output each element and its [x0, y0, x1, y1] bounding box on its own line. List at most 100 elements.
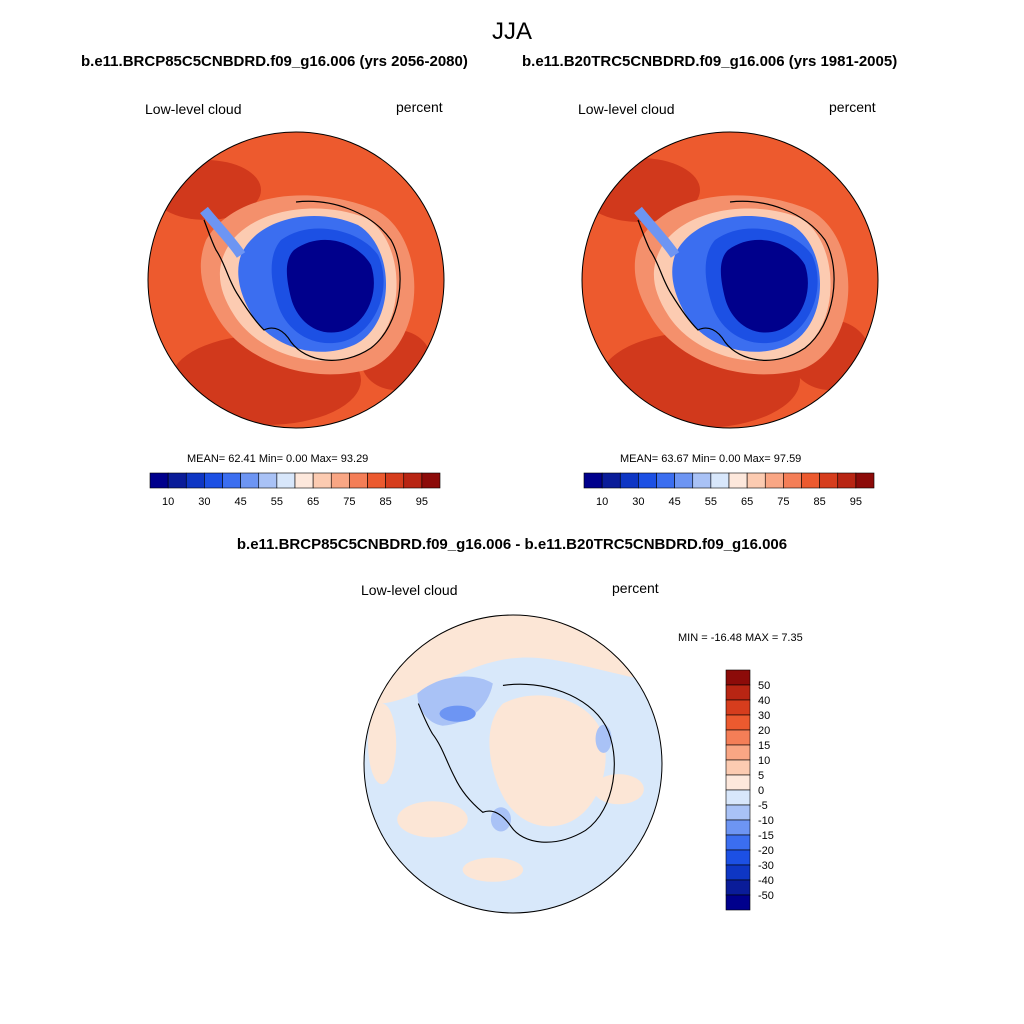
colorbar-swatch	[403, 472, 423, 489]
antarctica-plateau	[286, 239, 374, 333]
colorbar-tick-label: 55	[271, 496, 283, 508]
colorbar-swatch	[276, 472, 296, 489]
panel-2-title: b.e11.B20TRC5CNBDRD.f09_g16.006 (yrs 198…	[522, 53, 898, 70]
colorbar-tick-label: 85	[814, 496, 826, 508]
positive-anomaly	[364, 615, 662, 714]
colorbar-swatch	[725, 729, 751, 746]
coastline	[203, 200, 401, 361]
colorbar-tick-label: 30	[198, 496, 210, 508]
colorbar-swatch	[819, 472, 839, 489]
colorbar-tick-label: 50	[758, 680, 770, 692]
colorbar-swatch	[725, 819, 751, 836]
antarctic-peninsula	[200, 206, 246, 258]
negative-anomaly	[595, 724, 612, 753]
colorbar-tick-label: 20	[758, 725, 770, 737]
difference-units-label: percent	[612, 580, 659, 596]
colorbar-tick-label: 45	[235, 496, 247, 508]
panel-2-map	[581, 131, 879, 429]
colorbar-swatch	[725, 714, 751, 731]
colorbar-tick-label: 85	[380, 496, 392, 508]
colorbar-swatch	[725, 894, 751, 911]
panel-1-variable-label: Low-level cloud	[145, 101, 242, 117]
panel-1-units-label: percent	[396, 99, 443, 115]
colorbar-swatch	[783, 472, 802, 489]
colorbar-swatch	[674, 472, 694, 489]
colorbar-swatch	[710, 472, 730, 489]
colorbar-tick-label: 75	[343, 496, 355, 508]
colorbar-swatch	[312, 472, 332, 489]
panel-1-title: b.e11.BRCP85C5CNBDRD.f09_g16.006 (yrs 20…	[81, 53, 468, 70]
colorbar-tick-label: 15	[758, 740, 770, 752]
colorbar-swatch	[725, 849, 751, 866]
colorbar-swatch	[294, 472, 314, 489]
colorbar-tick-label: 30	[632, 496, 644, 508]
colorbar-swatch	[619, 472, 639, 489]
positive-anomaly	[368, 703, 397, 785]
colorbar-tick-label: 45	[669, 496, 681, 508]
panel-1-stats: MEAN= 62.41 Min= 0.00 Max= 93.29	[187, 453, 369, 465]
colorbar-swatch	[746, 472, 766, 489]
colorbar-swatch	[367, 472, 386, 489]
colorbar-swatch	[764, 472, 784, 489]
positive-anomaly	[462, 857, 524, 882]
panel-2-variable-label: Low-level cloud	[578, 101, 675, 117]
colorbar-tick-label: 95	[416, 496, 428, 508]
positive-anomaly	[489, 695, 606, 827]
colorbar-swatch	[601, 472, 621, 489]
positive-anomaly	[593, 774, 644, 805]
colorbar-swatch	[638, 472, 657, 489]
colorbar-swatch	[725, 699, 751, 716]
colorbar-tick-label: 55	[705, 496, 717, 508]
negative-anomaly	[490, 807, 511, 832]
colorbar-tick-label: -5	[758, 800, 768, 812]
colorbar-swatch	[258, 472, 278, 489]
colorbar-swatch	[656, 472, 675, 489]
positive-anomaly	[397, 801, 468, 838]
colorbar-swatch	[222, 472, 241, 489]
colorbar-tick-label: 5	[758, 770, 764, 782]
colorbar-tick-label: -40	[758, 875, 774, 887]
colorbar-swatch	[801, 472, 820, 489]
colorbar-swatch	[692, 472, 712, 489]
antarctic-peninsula	[634, 206, 680, 258]
colorbar-tick-label: -50	[758, 890, 774, 902]
colorbar-swatch	[837, 472, 857, 489]
colorbar-tick-label: 30	[758, 710, 770, 722]
colorbar-tick-label: -30	[758, 860, 774, 872]
colorbar-swatch	[385, 472, 405, 489]
negative-anomaly	[439, 705, 476, 722]
colorbar-swatch	[421, 472, 441, 489]
colorbar-swatch	[725, 789, 751, 806]
colorbar-swatch	[240, 472, 260, 489]
difference-variable-label: Low-level cloud	[361, 582, 458, 598]
colorbar-tick-label: 75	[777, 496, 789, 508]
colorbar-swatch	[204, 472, 223, 489]
colorbar-swatch	[728, 472, 748, 489]
colorbar-swatch	[725, 879, 751, 896]
colorbar-tick-label: 0	[758, 785, 764, 797]
antarctica-plateau	[720, 239, 808, 333]
colorbar-swatch	[725, 759, 751, 776]
coastline	[417, 683, 615, 843]
colorbar-swatch	[725, 669, 751, 686]
colorbar-swatch	[330, 472, 350, 489]
colorbar-swatch	[855, 472, 875, 489]
colorbar-swatch	[349, 472, 368, 489]
panel-1-map	[147, 131, 445, 429]
difference-map	[363, 614, 663, 914]
difference-title: b.e11.BRCP85C5CNBDRD.f09_g16.006 - b.e11…	[236, 536, 788, 553]
colorbar-swatch	[725, 804, 751, 821]
colorbar-tick-label: 65	[307, 496, 319, 508]
colorbar-swatch	[725, 774, 751, 791]
colorbar-swatch	[185, 472, 205, 489]
panel-2-stats: MEAN= 63.67 Min= 0.00 Max= 97.59	[620, 453, 802, 465]
colorbar-tick-label: 95	[850, 496, 862, 508]
panel-2-units-label: percent	[829, 99, 876, 115]
colorbar-tick-label: 10	[162, 496, 174, 508]
panel-2-colorbar: 10 30 45 55 65 75 85 95	[583, 472, 875, 508]
colorbar-tick-label: -15	[758, 830, 774, 842]
season-title: JJA	[491, 18, 532, 45]
colorbar-tick-label: -20	[758, 845, 774, 857]
colorbar-swatch	[583, 472, 603, 489]
